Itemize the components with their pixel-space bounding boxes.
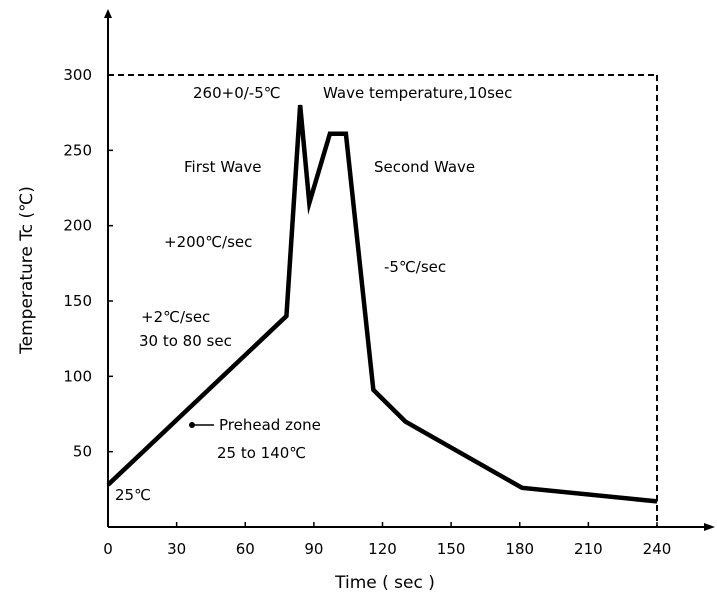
profile-point [521,487,523,489]
y-tick-label: 200 [63,217,92,235]
first-wave-label: First Wave [184,158,262,176]
y-tick-label: 300 [63,66,92,84]
preheat-range-label: 25 to 140℃ [217,444,306,462]
annotations: 260+0/-5℃ Wave temperature,10sec First W… [115,84,512,504]
y-tick-label: 150 [63,292,92,310]
profile-point [656,500,658,502]
y-axis-title: Temperature Tc (℃) [17,186,37,355]
x-tick-label: 240 [643,540,672,558]
x-tick-label: 60 [236,540,255,558]
y-tick-label: 100 [63,367,92,385]
profile-point [404,421,406,423]
wave-temperature-label: Wave temperature,10sec [323,84,512,102]
profile-point [107,484,109,486]
profile-point [299,104,301,106]
x-tick-label: 150 [437,540,466,558]
x-tick-label: 30 [167,540,186,558]
x-axis-title: Time ( sec ) [334,573,435,593]
profile-point [372,389,374,391]
fall-rate-label: -5℃/sec [384,258,446,276]
profile-point [308,202,310,204]
profile-point [345,133,347,135]
second-wave-label: Second Wave [374,158,475,176]
profile-point [285,315,287,317]
preheat-rate-label: +2℃/sec [141,308,210,326]
x-tick-label: 210 [574,540,603,558]
tick-marks [107,74,658,527]
axes [104,9,715,531]
y-tick-label: 250 [63,141,92,159]
preheat-zone-label: Prehead zone [219,416,321,434]
limit-boundary [108,74,658,527]
start-temperature-label: 25℃ [115,486,151,504]
rise-rate-label: +200℃/sec [164,233,252,251]
x-axis-arrow [704,523,715,531]
x-tick-label: 180 [505,540,534,558]
x-tick-label: 0 [103,540,113,558]
x-tick-label: 120 [368,540,397,558]
x-tick-label: 90 [304,540,323,558]
tick-labels: 0 30 60 90 120 150 180 210 240 50 100 150 200 250 300 [63,66,671,558]
series-layer [106,104,658,504]
preheat-time-label: 30 to 80 sec [139,332,232,350]
profile-point [329,133,331,135]
temperature-profile-line [106,104,658,504]
y-axis-arrow [104,9,112,18]
y-tick-label: 50 [73,443,92,461]
peak-temperature-label: 260+0/-5℃ [193,84,281,102]
